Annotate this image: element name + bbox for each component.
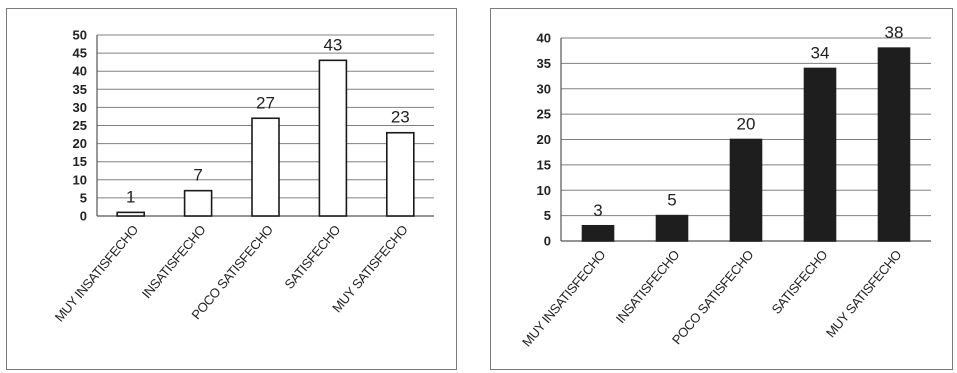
x-tick-label: SATISFECHO (769, 247, 831, 317)
y-tick-label: 25 (73, 118, 87, 133)
data-label: 38 (885, 23, 904, 42)
y-tick-label: 5 (544, 208, 551, 223)
bar (583, 226, 614, 241)
bar (657, 216, 688, 241)
data-label: 43 (323, 35, 342, 54)
y-tick-label: 40 (537, 31, 551, 46)
data-label: 1 (126, 187, 135, 206)
y-tick-label: 15 (73, 154, 87, 169)
bar (387, 133, 414, 216)
chart-panel-left: 0 5 10 15 20 25 30 35 40 45 50 1 MUY INSATISFECHO 7 IN… (6, 8, 457, 370)
bar (805, 68, 836, 241)
data-label: 27 (256, 93, 275, 112)
y-tick-label: 20 (537, 132, 551, 147)
bar (185, 191, 212, 216)
x-tick-label: SATISFECHO (281, 222, 343, 292)
x-tick-label: INSATISFECHO (139, 222, 209, 301)
data-label: 5 (667, 191, 676, 210)
chart-left: 0 5 10 15 20 25 30 35 40 45 50 1 MUY INSATISFECHO 7 IN… (7, 9, 458, 371)
bar (252, 118, 279, 216)
bar (731, 140, 762, 242)
y-tick-label: 35 (537, 56, 551, 71)
chart-right: 0 5 10 15 20 25 30 35 40 3 MUY INSATISFECHO 5 INSATI… (491, 9, 954, 371)
x-tick-label: MUY INSATISFECHO (519, 247, 608, 350)
data-label: 3 (593, 201, 602, 220)
x-tick-label: POCO SATISFECHO (669, 247, 757, 347)
bar (117, 212, 144, 216)
x-tick-label: MUY SATISFECHO (329, 222, 411, 315)
data-label: 23 (391, 108, 410, 127)
y-tick-label: 35 (73, 82, 87, 97)
y-tick-label: 30 (73, 100, 87, 115)
data-label: 20 (737, 115, 756, 134)
x-tick-label: MUY INSATISFECHO (52, 222, 141, 325)
y-tick-label: 50 (73, 28, 87, 43)
y-tick-label: 10 (73, 172, 87, 187)
y-tick-label: 15 (537, 157, 551, 172)
data-label: 7 (193, 166, 202, 185)
bar (319, 60, 346, 216)
y-tick-label: 40 (73, 64, 87, 79)
y-tick-label: 30 (537, 81, 551, 96)
y-tick-label: 5 (80, 190, 87, 205)
y-tick-label: 0 (544, 234, 551, 249)
y-tick-label: 10 (537, 183, 551, 198)
y-tick-label: 25 (537, 107, 551, 122)
chart-panel-right: 0 5 10 15 20 25 30 35 40 3 MUY INSATISFECHO 5 INSATI… (490, 8, 953, 370)
y-tick-label: 0 (80, 209, 87, 224)
data-label: 34 (811, 43, 830, 62)
y-tick-label: 45 (73, 46, 87, 61)
y-tick-label: 20 (73, 136, 87, 151)
bar (879, 48, 910, 241)
x-tick-label: MUY SATISFECHO (823, 247, 905, 340)
x-tick-label: INSATISFECHO (613, 247, 683, 326)
